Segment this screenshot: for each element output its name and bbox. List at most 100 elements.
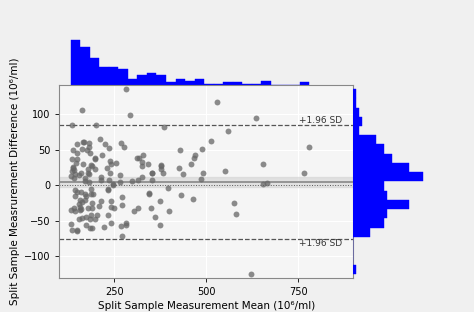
Bar: [353, 200, 409, 209]
Point: [191, 155, 198, 160]
Point: [89, 192, 97, 197]
Point: [151, 214, 159, 219]
Bar: [353, 117, 362, 126]
Point: [117, 224, 125, 229]
Point: [127, 113, 134, 118]
Point: [68, 169, 76, 174]
Bar: [353, 89, 356, 98]
Point: [72, 188, 79, 193]
Bar: [195, 79, 204, 85]
Point: [75, 173, 82, 178]
Point: [157, 164, 165, 169]
Point: [91, 167, 99, 172]
X-axis label: Split Sample Measurement Mean (10⁶/ml): Split Sample Measurement Mean (10⁶/ml): [98, 301, 315, 311]
Point: [76, 197, 83, 202]
Bar: [353, 126, 359, 135]
Point: [75, 216, 82, 221]
Point: [106, 145, 113, 150]
Bar: [204, 84, 214, 85]
Point: [134, 178, 142, 183]
Point: [70, 176, 77, 181]
Point: [69, 227, 76, 232]
Point: [191, 153, 199, 158]
Point: [148, 171, 155, 176]
Point: [69, 164, 77, 169]
Point: [122, 220, 129, 225]
Point: [82, 193, 89, 198]
Point: [156, 198, 164, 203]
Point: [79, 215, 86, 220]
Point: [176, 148, 183, 153]
Point: [92, 123, 100, 128]
Point: [148, 206, 155, 211]
Point: [138, 163, 146, 168]
Point: [109, 182, 117, 187]
Point: [118, 194, 126, 199]
Point: [100, 225, 108, 230]
Point: [190, 196, 197, 201]
Point: [103, 165, 111, 170]
Point: [91, 155, 99, 160]
Bar: [185, 81, 195, 85]
Point: [68, 207, 75, 212]
Point: [85, 140, 92, 145]
Point: [107, 198, 115, 203]
Point: [83, 148, 91, 153]
Point: [122, 86, 130, 91]
Point: [67, 174, 74, 179]
Point: [87, 163, 95, 168]
Point: [73, 151, 81, 156]
Point: [96, 136, 104, 141]
Bar: [353, 144, 384, 154]
Point: [87, 192, 95, 197]
Point: [177, 193, 185, 198]
Point: [106, 171, 114, 176]
Point: [88, 206, 96, 211]
Point: [73, 141, 81, 146]
Text: +1.96 SD: +1.96 SD: [299, 116, 342, 124]
Point: [73, 156, 81, 161]
Point: [88, 164, 96, 169]
Point: [187, 162, 194, 167]
Bar: [118, 69, 128, 85]
Point: [79, 161, 86, 166]
Bar: [80, 47, 90, 85]
Bar: [223, 82, 233, 85]
Bar: [156, 75, 166, 85]
Point: [82, 222, 90, 227]
Bar: [353, 98, 356, 108]
Point: [67, 222, 74, 227]
Point: [120, 145, 128, 150]
Point: [180, 171, 187, 176]
Bar: [252, 84, 261, 85]
Bar: [353, 209, 387, 218]
Point: [98, 174, 105, 179]
Point: [81, 197, 88, 202]
Point: [146, 191, 153, 196]
Point: [104, 187, 112, 192]
Point: [84, 167, 91, 172]
Bar: [353, 154, 392, 163]
Point: [76, 208, 83, 213]
Point: [78, 200, 85, 205]
Bar: [300, 82, 309, 85]
Point: [199, 171, 206, 176]
Point: [73, 190, 81, 195]
Point: [221, 168, 228, 173]
Point: [69, 166, 77, 171]
Point: [247, 271, 255, 276]
Point: [88, 201, 96, 206]
Point: [107, 162, 114, 167]
Bar: [353, 172, 423, 182]
Point: [305, 145, 313, 150]
Point: [73, 227, 81, 232]
Point: [263, 180, 271, 185]
Point: [104, 212, 112, 217]
Point: [86, 217, 94, 222]
Point: [130, 209, 137, 214]
Point: [81, 191, 88, 196]
Point: [80, 139, 88, 144]
Bar: [71, 40, 80, 85]
Point: [79, 107, 86, 112]
Point: [138, 159, 146, 164]
